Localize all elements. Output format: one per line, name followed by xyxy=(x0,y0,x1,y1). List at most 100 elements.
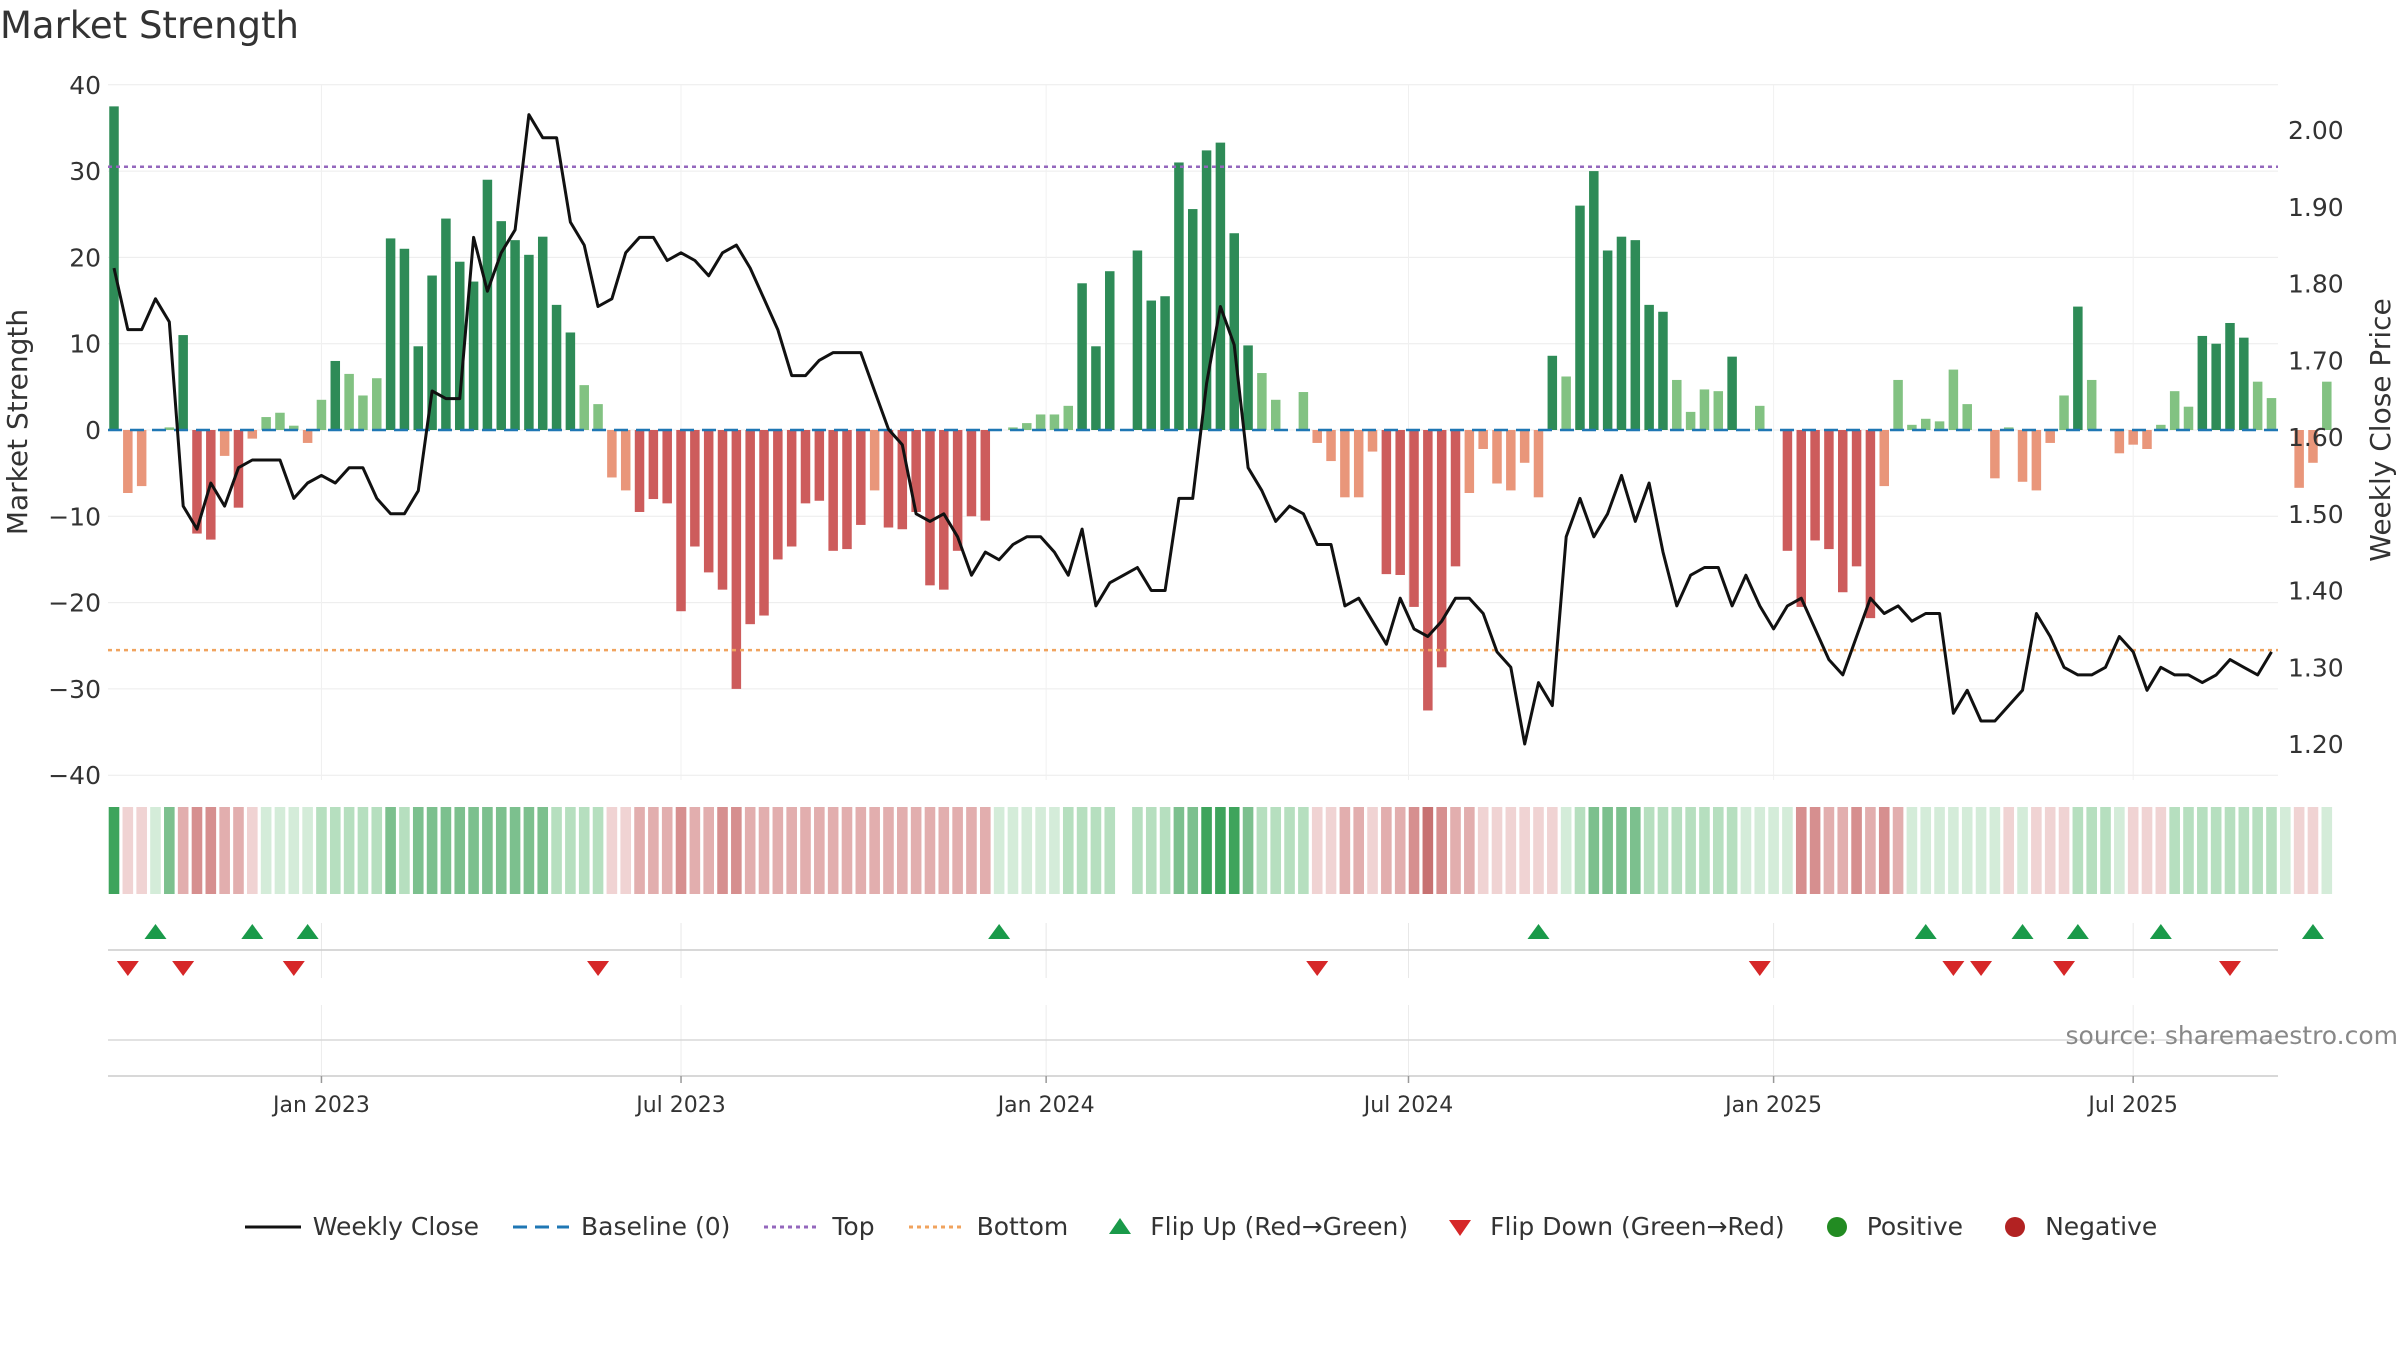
strip-cell xyxy=(814,807,825,894)
strength-bars xyxy=(109,106,2332,711)
strip-cell xyxy=(1298,807,1309,894)
strength-bar xyxy=(1948,369,1959,430)
strength-bar xyxy=(842,430,852,550)
strip-cell xyxy=(1049,807,1060,894)
strip-cell xyxy=(1436,807,1447,894)
strength-bar xyxy=(316,399,327,430)
flip-down-icon xyxy=(1449,1219,1472,1236)
strip-cell xyxy=(1948,807,1959,894)
strip-cell xyxy=(1671,807,1683,894)
flip-down-marker xyxy=(1970,961,1993,976)
strip-cell xyxy=(979,807,991,894)
strip-cell xyxy=(1616,807,1627,894)
flip-up-icon xyxy=(1109,1217,1132,1234)
strength-bar xyxy=(2017,430,2028,482)
strip-cell xyxy=(731,807,742,894)
strength-bar xyxy=(524,254,534,430)
strength-bar xyxy=(800,430,811,504)
strip-cell xyxy=(1062,807,1074,894)
left-tick-label: 30 xyxy=(69,157,101,186)
strip-cell xyxy=(2003,807,2015,894)
strength-bar xyxy=(1105,271,1115,430)
strength-bar xyxy=(593,404,603,430)
strength-bar xyxy=(1893,379,1903,430)
strength-bar xyxy=(2045,430,2055,443)
strip-cell xyxy=(122,807,134,894)
strength-bar xyxy=(939,430,949,590)
strip-cell xyxy=(1090,807,1102,894)
strength-bar xyxy=(2239,337,2249,430)
flip-down-marker xyxy=(172,961,195,976)
strip-cell xyxy=(233,807,244,894)
strength-bar xyxy=(1990,430,2000,479)
strength-bar xyxy=(1934,421,1945,430)
legend-top-label: Top xyxy=(832,1212,875,1241)
strip-cell xyxy=(2307,807,2319,894)
strip-cell xyxy=(247,807,258,894)
strip-cell xyxy=(2114,807,2125,894)
legend-flip-up: Flip Up (Red→Green) xyxy=(1100,1212,1408,1241)
right-tick-label: 1.80 xyxy=(2288,270,2344,299)
strength-bar xyxy=(1672,379,1682,430)
strip-cell xyxy=(2210,807,2222,894)
strip-cell xyxy=(648,807,659,894)
strip-cell xyxy=(1035,807,1046,894)
strip-cell xyxy=(1795,807,1807,894)
strip-cell xyxy=(717,807,728,894)
legend-flip-down: Flip Down (Green→Red) xyxy=(1440,1212,1785,1241)
strip-cell xyxy=(2183,807,2194,894)
strength-bar xyxy=(1215,142,1226,430)
strength-bar xyxy=(358,395,368,430)
strip-cell xyxy=(897,807,908,894)
strip-cell xyxy=(606,807,618,894)
strength-bar xyxy=(1962,404,1972,430)
strength-bar xyxy=(1755,405,1765,430)
flip-up-marker xyxy=(241,924,264,939)
strength-bar xyxy=(178,335,188,430)
strip-cell xyxy=(1574,807,1586,894)
strength-bar xyxy=(455,261,465,430)
strip-cell xyxy=(1657,807,1669,894)
strip-cell xyxy=(1809,807,1821,894)
flip-down-marker xyxy=(2218,961,2241,976)
strip-cell xyxy=(1187,807,1199,894)
strip-cell xyxy=(385,807,396,894)
strip-cell xyxy=(1934,807,1945,894)
weekly-close-line xyxy=(112,113,2273,746)
flip-up-marker xyxy=(2301,924,2324,939)
date-tick-label: Jul 2023 xyxy=(634,1093,726,1118)
legend-bottom-label: Bottom xyxy=(976,1212,1069,1241)
strength-bar xyxy=(897,430,908,530)
strength-bar xyxy=(1312,430,1322,443)
strip-cell xyxy=(454,807,466,894)
strength-bar xyxy=(1049,414,1060,430)
negative-dot-icon xyxy=(2005,1216,2026,1237)
strip-cell xyxy=(2044,807,2056,894)
strength-bar xyxy=(302,430,313,443)
strip-cell xyxy=(1878,807,1890,894)
strength-bar xyxy=(2156,424,2166,430)
strength-bar xyxy=(1658,311,1668,430)
strip-cell xyxy=(758,807,770,894)
flip-up-marker xyxy=(2011,924,2034,939)
strength-bar xyxy=(1298,392,1309,430)
strip-cell xyxy=(1381,807,1392,894)
strength-bar xyxy=(634,430,645,512)
strip-cell xyxy=(1588,807,1600,894)
right-tick-label: 2.00 xyxy=(2288,116,2344,145)
strip-cell xyxy=(1477,807,1489,894)
strip-cell xyxy=(260,807,272,894)
strength-bar xyxy=(1187,209,1198,430)
legend-flip-up-label: Flip Up (Red→Green) xyxy=(1150,1212,1409,1241)
strength-bar xyxy=(1243,345,1253,430)
strength-bar xyxy=(2003,427,2014,430)
strip-cell xyxy=(744,807,756,894)
strip-cell xyxy=(1643,807,1655,894)
strip-cell xyxy=(1865,807,1876,894)
legend-flip-down-label: Flip Down (Green→Red) xyxy=(1490,1212,1785,1241)
strip-cell xyxy=(1740,807,1752,894)
strength-bar xyxy=(1685,411,1696,430)
strength-bar xyxy=(1879,430,1889,487)
strip-cell xyxy=(1145,807,1157,894)
